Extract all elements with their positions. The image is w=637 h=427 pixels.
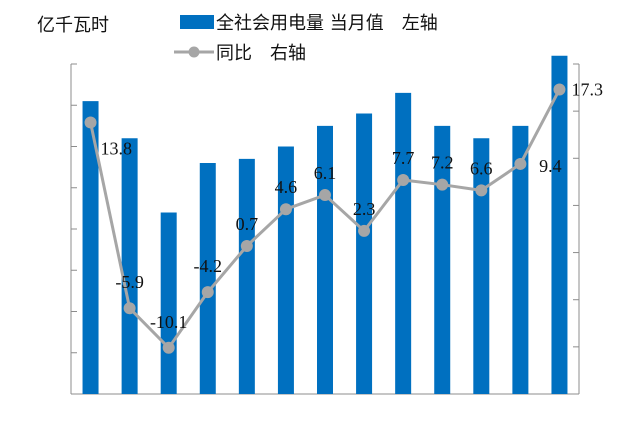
yoy-marker — [84, 116, 97, 129]
yoy-marker — [201, 286, 214, 299]
data-label: 7.2 — [431, 153, 454, 173]
legend-bar-label: 全社会用电量 当月值 左轴 — [216, 13, 438, 34]
bar — [395, 92, 412, 394]
yoy-marker — [475, 184, 488, 197]
data-label: 6.1 — [314, 163, 337, 183]
legend-line-label: 同比 右轴 — [216, 43, 306, 64]
left-axis-unit: 亿千瓦时 — [37, 15, 109, 36]
data-label: 17.3 — [571, 79, 603, 99]
bar — [82, 101, 99, 394]
bar — [121, 138, 138, 394]
legend: 全社会用电量 当月值 左轴 同比 右轴 — [174, 13, 438, 64]
data-label: -5.9 — [115, 272, 144, 292]
data-label: 6.6 — [470, 158, 493, 178]
legend-bar-swatch — [180, 15, 214, 29]
yoy-marker — [240, 239, 253, 252]
yoy-marker — [279, 203, 292, 216]
bar — [238, 158, 255, 394]
bar — [551, 55, 568, 394]
bar — [160, 212, 177, 394]
bar — [434, 125, 451, 394]
data-label: -4.2 — [194, 256, 223, 276]
bar — [356, 113, 373, 394]
line-series — [84, 83, 566, 354]
yoy-marker — [514, 157, 527, 170]
yoy-marker — [123, 302, 136, 315]
bar — [199, 163, 216, 394]
data-label: 2.3 — [353, 199, 376, 219]
yoy-marker — [436, 178, 449, 191]
yoy-marker — [162, 341, 175, 354]
yoy-marker — [319, 189, 331, 202]
bar-series — [82, 55, 568, 394]
yoy-marker — [358, 224, 371, 237]
legend-line-marker — [188, 46, 200, 58]
bar — [473, 138, 490, 394]
yoy-marker — [397, 173, 410, 186]
data-labels: 13.8 -5.9 -10.1 -4.2 0.7 4.6 6.1 2.3 7.7 7.2 6.6 9.… — [101, 79, 603, 331]
data-label: 0.7 — [236, 214, 259, 234]
bar — [512, 125, 529, 394]
yoy-marker — [553, 83, 566, 96]
data-label: 7.7 — [392, 148, 415, 168]
data-label: -10.1 — [150, 312, 188, 332]
data-label: 13.8 — [101, 138, 132, 158]
data-label: 9.4 — [539, 156, 562, 176]
data-label: 4.6 — [275, 177, 298, 197]
